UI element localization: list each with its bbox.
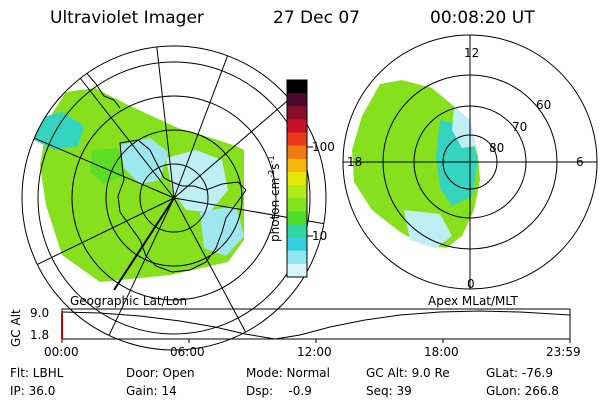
info-gc-alt: GC Alt: 9.0 Re bbox=[366, 366, 450, 380]
colorbar bbox=[287, 80, 307, 278]
ytick-9: 9.0 bbox=[30, 306, 50, 320]
colorbar-band bbox=[287, 132, 307, 147]
colorbar-tick-10: 10 bbox=[312, 229, 328, 243]
right-panel-caption: Apex MLat/MLT bbox=[428, 294, 518, 308]
colorbar-band bbox=[287, 119, 307, 134]
ytick-1-8: 1.8 bbox=[30, 328, 50, 342]
colorbar-band bbox=[287, 250, 307, 265]
info-dsp: Dsp: -0.9 bbox=[246, 384, 312, 398]
info-glat: GLat: -76.9 bbox=[486, 366, 553, 380]
magnetic-map bbox=[342, 34, 598, 290]
instrument-title: Ultraviolet Imager bbox=[50, 8, 204, 28]
xtick-1200: 12:00 bbox=[297, 345, 332, 359]
colorbar-unit-label: photon cm-2s-1 bbox=[267, 155, 282, 242]
time-label: 00:08:20 UT bbox=[430, 8, 535, 28]
xtick-2359: 23:59 bbox=[546, 345, 581, 359]
unit-exp2: -1 bbox=[267, 155, 276, 164]
colorbar-band bbox=[287, 106, 307, 120]
unit-text: photon cm bbox=[268, 177, 282, 242]
date-label: 27 Dec 07 bbox=[273, 8, 360, 28]
info-ip: IP: 36.0 bbox=[10, 384, 56, 398]
altitude-curve bbox=[61, 310, 571, 340]
mlat-label-60: 60 bbox=[536, 98, 552, 112]
mlt-label-18: 18 bbox=[347, 155, 363, 169]
info-glon: GLon: 266.8 bbox=[486, 384, 559, 398]
colorbar-band bbox=[287, 93, 307, 107]
unit-exp1: -2 bbox=[267, 169, 276, 178]
colorbar-band bbox=[287, 171, 307, 186]
colorbar-band bbox=[287, 224, 307, 239]
mlt-label-6: 6 bbox=[576, 155, 584, 169]
info-filter: Flt: LBHL bbox=[10, 366, 64, 380]
xtick-0600: 06:00 bbox=[170, 345, 205, 359]
altitude-ylabel: GC Alt bbox=[9, 309, 23, 347]
colorbar-band bbox=[287, 158, 307, 173]
colorbar-band bbox=[287, 237, 307, 252]
mlt-label-0: 0 bbox=[467, 277, 475, 291]
xtick-0000: 00:00 bbox=[44, 345, 79, 359]
colorbar-band bbox=[287, 185, 307, 199]
info-mode: Mode: Normal bbox=[246, 366, 330, 380]
colorbar-band bbox=[287, 145, 307, 160]
mlat-label-80: 80 bbox=[489, 141, 505, 155]
mlat-label-70: 70 bbox=[512, 120, 528, 134]
colorbar-band bbox=[287, 263, 307, 278]
unit-s: s bbox=[268, 163, 282, 170]
info-gain: Gain: 14 bbox=[126, 384, 177, 398]
colorbar-band bbox=[287, 80, 307, 94]
left-panel-caption: Geographic Lat/Lon bbox=[70, 294, 188, 308]
colorbar-tick-100: 100 bbox=[312, 140, 335, 154]
info-seq: Seq: 39 bbox=[366, 384, 412, 398]
altitude-plot bbox=[61, 308, 571, 343]
colorbar-band bbox=[287, 198, 307, 212]
mlt-label-12: 12 bbox=[464, 46, 480, 60]
xtick-1800: 18:00 bbox=[424, 345, 459, 359]
coastline bbox=[117, 139, 247, 273]
colorbar-band bbox=[287, 211, 307, 225]
geographic-map bbox=[21, 45, 327, 351]
info-door: Door: Open bbox=[126, 366, 195, 380]
